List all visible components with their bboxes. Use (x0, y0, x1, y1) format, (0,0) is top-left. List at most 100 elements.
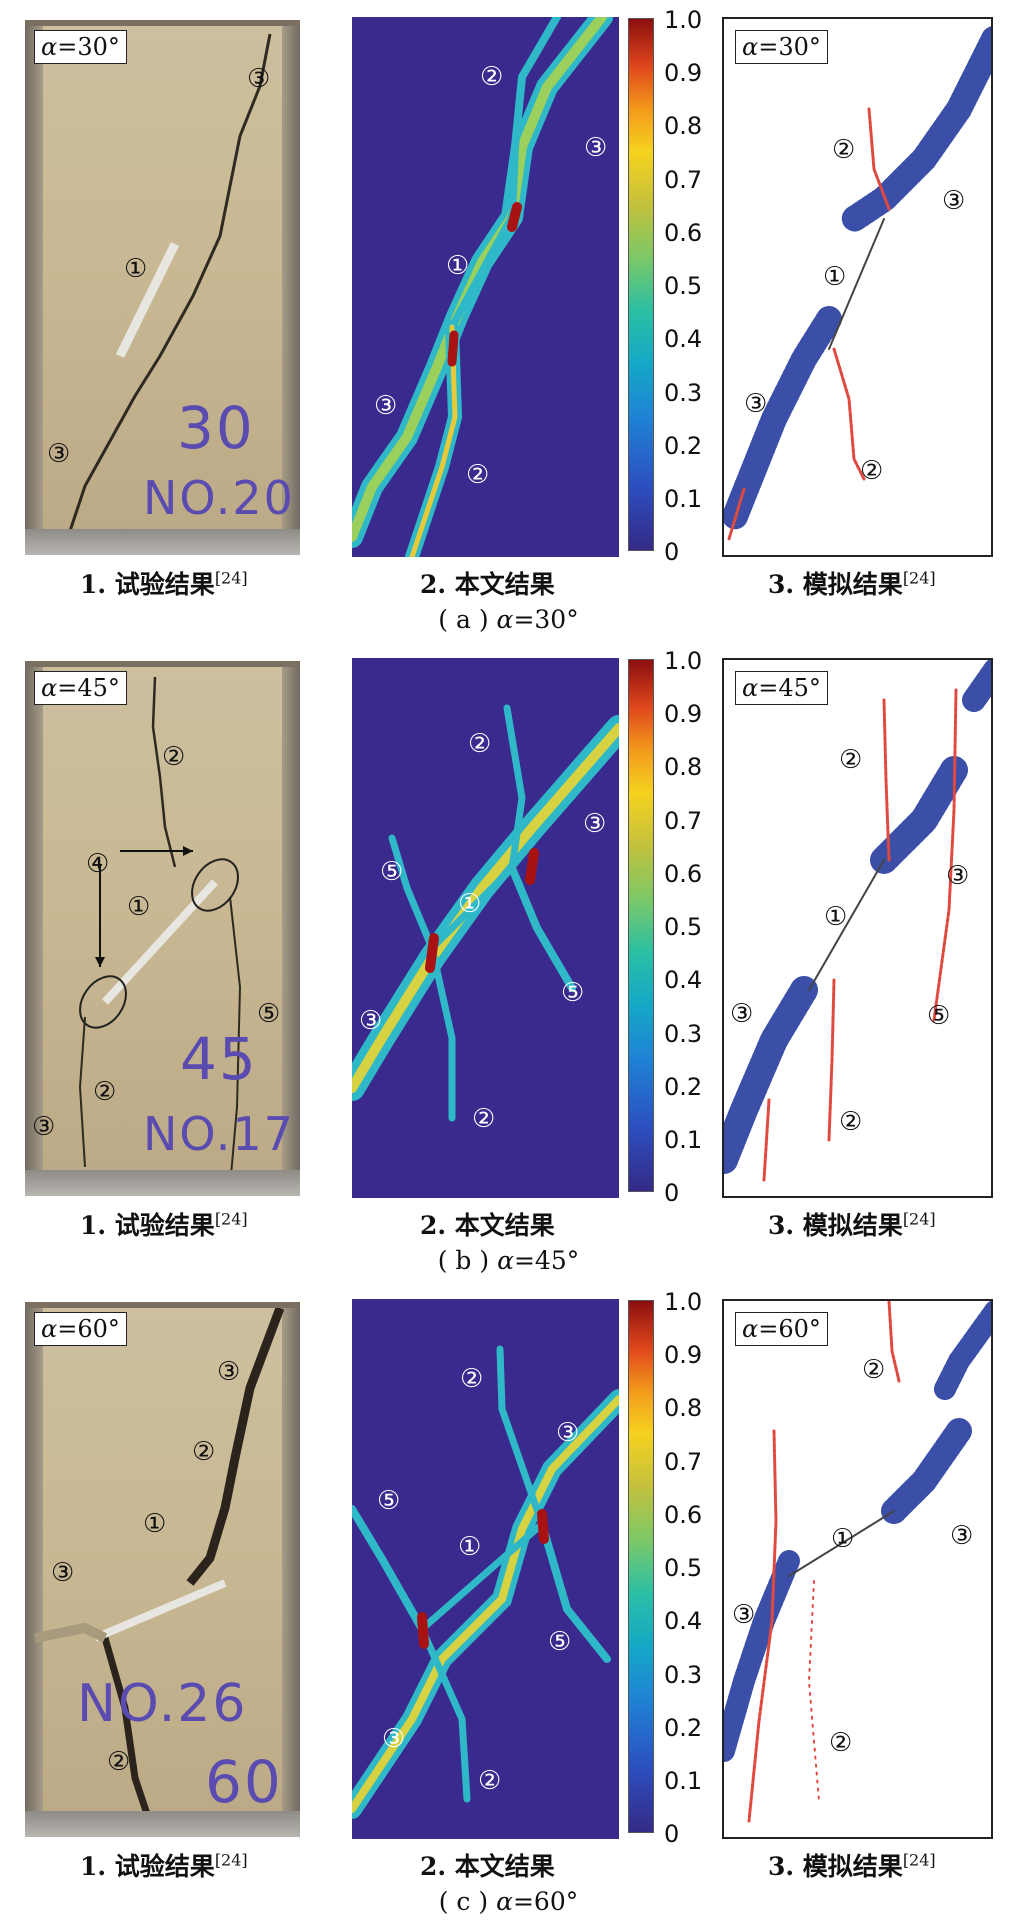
colorbar-tick: 0.4 (664, 1607, 703, 1635)
colorbar-tick: 0 (664, 1820, 680, 1848)
specimen-label-1: NO.26 (77, 1674, 248, 1734)
experiment-photo-b: 45 NO.17 (25, 661, 300, 1196)
marker-3: ③ (584, 133, 608, 163)
specimen-label-2: NO.20 (143, 471, 295, 525)
heatmap-a (352, 17, 619, 557)
marker-5: ⑤ (380, 857, 404, 887)
colorbar-tick: 0.1 (664, 1126, 703, 1154)
heatmap-c (352, 1299, 619, 1839)
alpha-label: α=30° (34, 30, 127, 64)
crack-lines-c (34, 1308, 285, 1837)
panel-caption-experiment: 1. 试验结果[24] (80, 568, 248, 599)
colorbar-tick: 0.3 (664, 1020, 703, 1048)
marker-1: ① (446, 251, 470, 281)
marker-3: ③ (247, 64, 271, 94)
marker-3: ③ (359, 1006, 383, 1036)
panel-caption-experiment: 1. 试验结果[24] (80, 1209, 248, 1240)
alpha-label: α=60° (34, 1312, 127, 1346)
colorbar-tick: 1.0 (664, 1288, 703, 1316)
alpha-label: α=45° (34, 671, 127, 705)
colorbar-tick: 0.3 (664, 1661, 703, 1689)
marker-3: ③ (374, 391, 398, 421)
marker-2: ② (839, 745, 863, 775)
marker-3: ③ (32, 1112, 56, 1142)
colorbar-tick: 0.8 (664, 1394, 703, 1422)
colorbar-tick: 0.2 (664, 432, 703, 460)
marker-1: ① (458, 889, 482, 919)
marker-2: ② (192, 1437, 216, 1467)
marker-3: ③ (382, 1724, 406, 1754)
marker-3: ③ (950, 1521, 974, 1551)
experiment-photo-a: 30 NO.20 (25, 20, 300, 555)
colorbar-tick: 0.6 (664, 219, 703, 247)
marker-3: ③ (732, 1600, 756, 1630)
marker-5: ⑤ (257, 999, 281, 1029)
panel-caption-simulation: 3. 模拟结果[24] (768, 568, 936, 599)
alpha-label: α=30° (735, 30, 828, 64)
marker-5: ⑤ (561, 978, 585, 1008)
marker-3: ③ (47, 439, 71, 469)
marker-1: ① (458, 1532, 482, 1562)
marker-3: ③ (556, 1418, 580, 1448)
panel-caption-this-work: 2. 本文结果 (420, 1211, 555, 1240)
simulation-c (722, 1299, 993, 1839)
panel-caption-experiment: 1. 试验结果[24] (80, 1850, 248, 1881)
colorbar-tick: 0.2 (664, 1714, 703, 1742)
colorbar-tick: 0.9 (664, 700, 703, 728)
colorbar-tick: 0.6 (664, 860, 703, 888)
marker-1: ① (127, 892, 151, 922)
marker-1: ① (823, 262, 847, 292)
colorbar-tick: 0 (664, 1179, 680, 1207)
marker-2: ② (460, 1364, 484, 1394)
marker-3: ③ (744, 389, 768, 419)
marker-2: ② (478, 1766, 502, 1796)
marker-3: ③ (51, 1558, 75, 1588)
figure-row-a: 30 NO.20 α=30° ③ ① ③ ② ③ ① ③ ② 1.0 0.9 0… (0, 0, 1017, 635)
marker-3: ③ (583, 809, 607, 839)
marker-2: ② (468, 729, 492, 759)
colorbar-tick: 1.0 (664, 6, 703, 34)
panel-caption-simulation: 3. 模拟结果[24] (768, 1850, 936, 1881)
marker-2: ② (860, 456, 884, 486)
marker-2: ② (107, 1747, 131, 1777)
marker-2: ② (829, 1728, 853, 1758)
subfigure-caption: ( c ) α=60° (438, 1887, 579, 1916)
marker-1: ① (124, 254, 148, 284)
colorbar-tick: 0.2 (664, 1073, 703, 1101)
colorbar (628, 659, 654, 1192)
colorbar-tick: 0.8 (664, 753, 703, 781)
experiment-photo-c: NO.26 60 (25, 1302, 300, 1837)
colorbar-tick: 0.7 (664, 166, 703, 194)
simulation-a (722, 17, 993, 557)
colorbar-tick: 0.9 (664, 1341, 703, 1369)
colorbar-tick: 0.5 (664, 272, 703, 300)
specimen-label-2: NO.17 (143, 1107, 295, 1161)
colorbar-tick: 0.1 (664, 485, 703, 513)
marker-3: ③ (217, 1357, 241, 1387)
colorbar-tick: 0 (664, 538, 680, 566)
alpha-label: α=60° (735, 1312, 828, 1346)
marker-5: ⑤ (377, 1486, 401, 1516)
marker-5: ⑤ (927, 1001, 951, 1031)
marker-2: ② (839, 1107, 863, 1137)
heatmap-b (352, 658, 619, 1198)
panel-caption-this-work: 2. 本文结果 (420, 570, 555, 599)
marker-3: ③ (730, 999, 754, 1029)
colorbar-tick: 0.7 (664, 1448, 703, 1476)
subfigure-caption: ( a ) α=30° (438, 605, 579, 634)
marker-3: ③ (946, 861, 970, 891)
colorbar-tick: 0.3 (664, 379, 703, 407)
colorbar-tick: 0.6 (664, 1501, 703, 1529)
colorbar-tick: 0.8 (664, 112, 703, 140)
panel-caption-this-work: 2. 本文结果 (420, 1852, 555, 1881)
colorbar-tick: 0.7 (664, 807, 703, 835)
simulation-b (722, 658, 993, 1198)
marker-2: ② (466, 460, 490, 490)
alpha-label: α=45° (735, 671, 828, 705)
colorbar-tick: 0.5 (664, 1554, 703, 1582)
colorbar-tick: 1.0 (664, 647, 703, 675)
marker-3: ③ (942, 186, 966, 216)
marker-2: ② (832, 135, 856, 165)
colorbar-tick: 0.5 (664, 913, 703, 941)
figure-row-b: 45 NO.17 α=45° ② ④ ① ⑤ ② ③ ② ③ ⑤ ① ⑤ ③ ②… (0, 641, 1017, 1276)
